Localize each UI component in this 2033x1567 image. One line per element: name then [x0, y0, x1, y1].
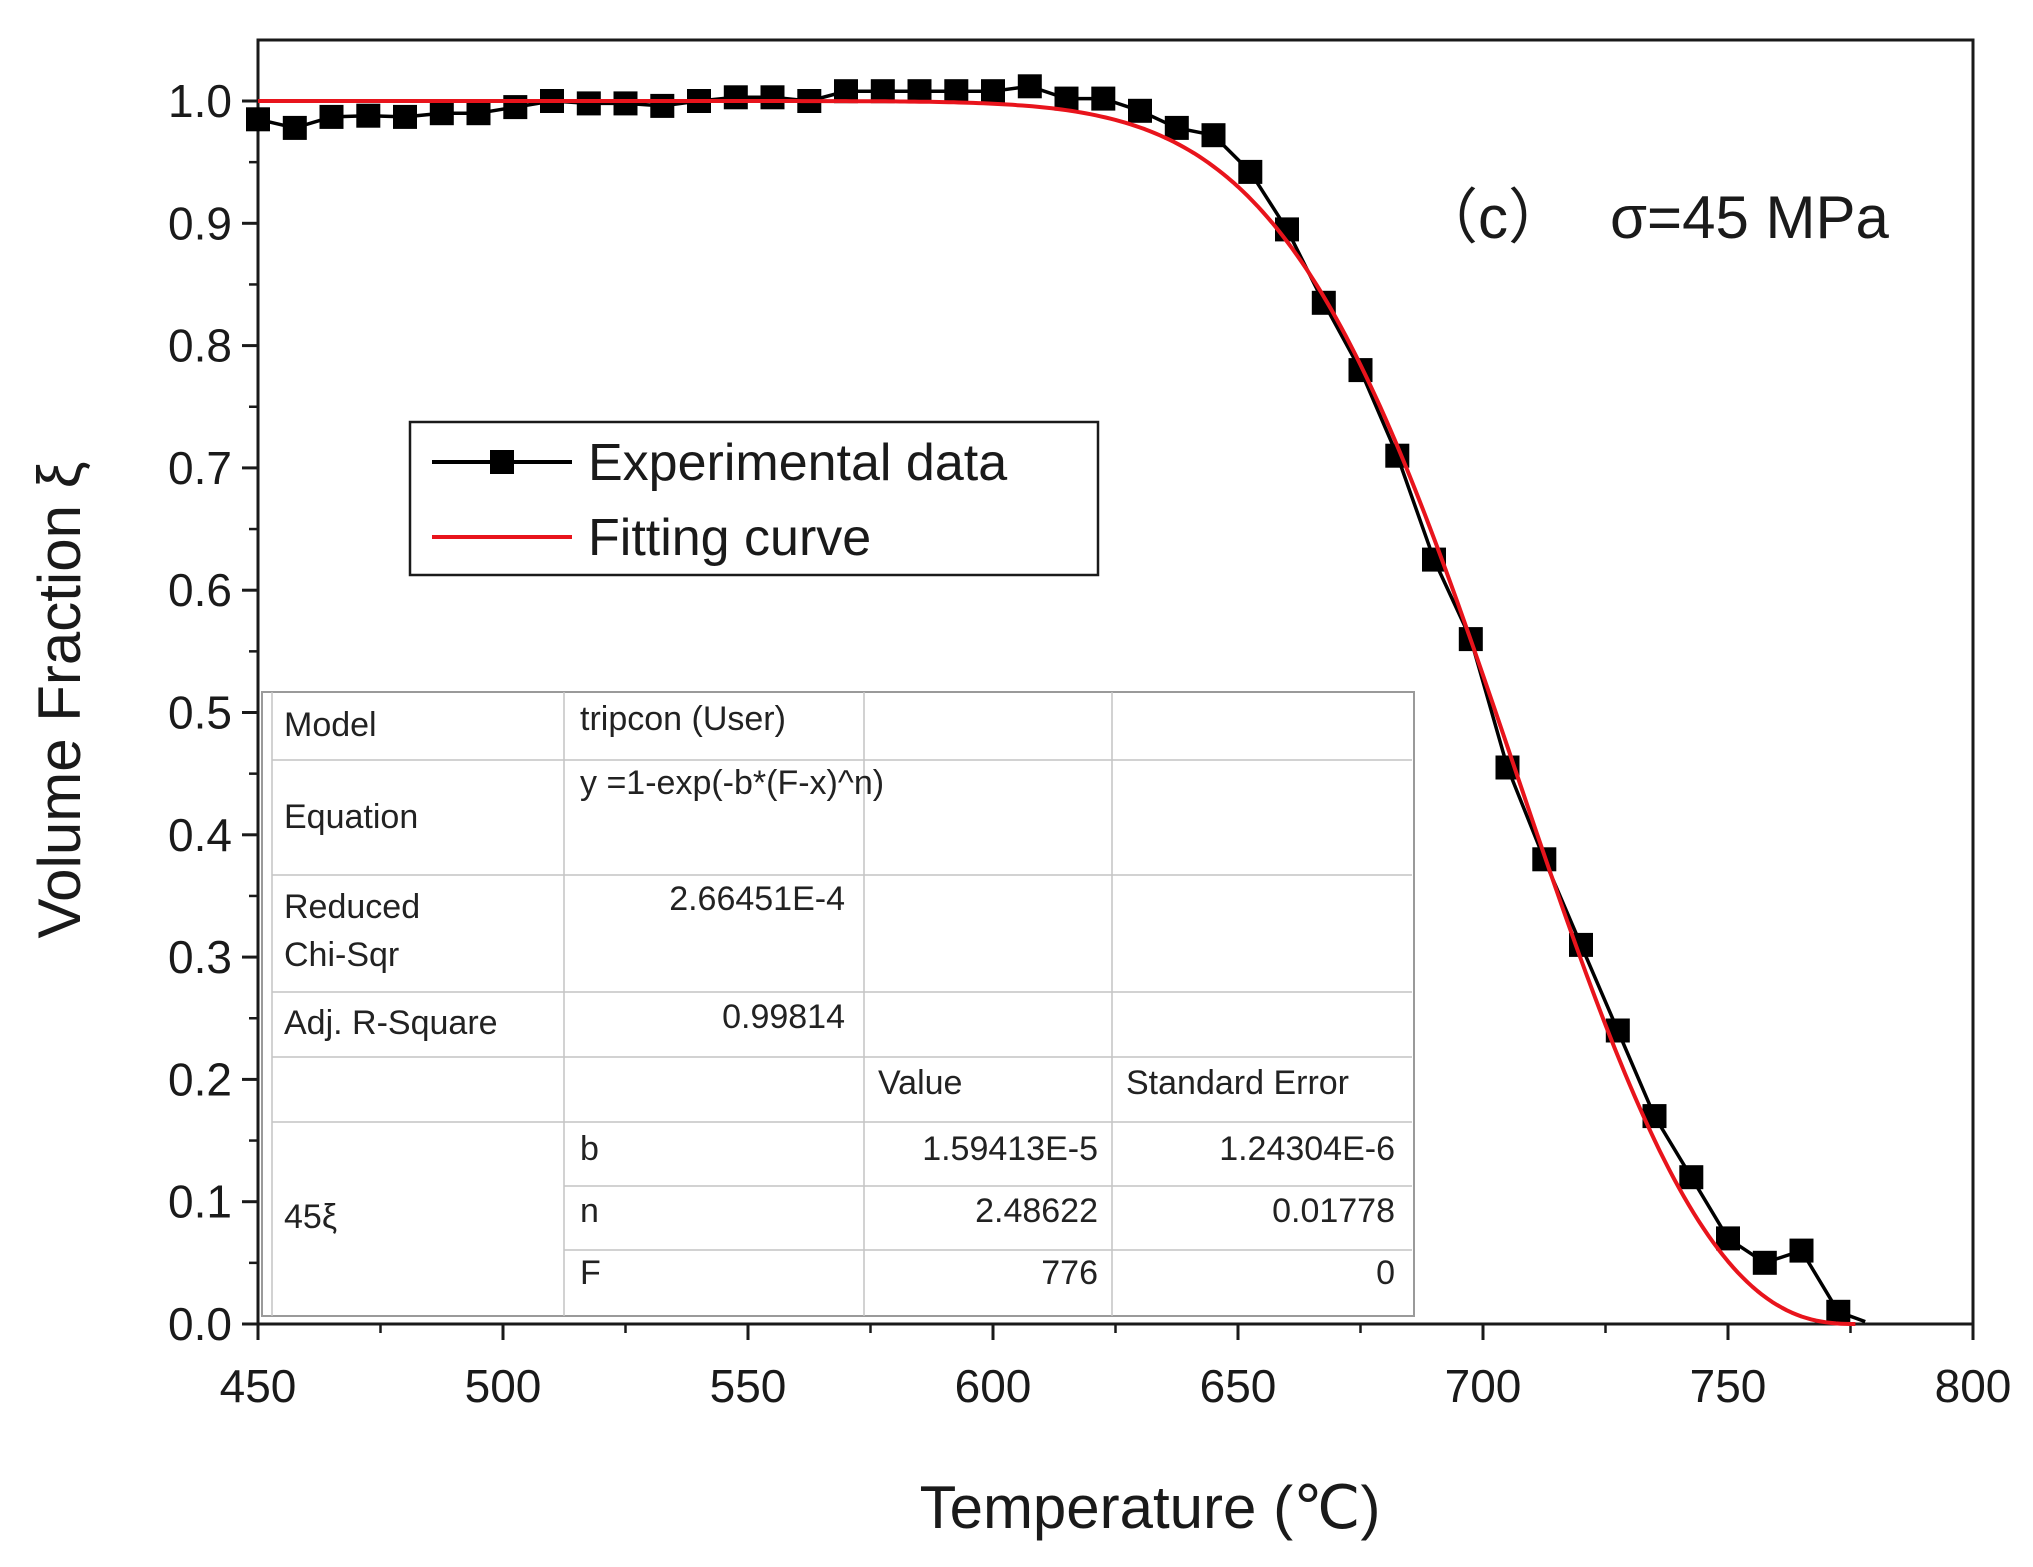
y-tick-label: 0.3 — [168, 931, 232, 983]
experimental-data-point — [723, 85, 748, 110]
y-tick-label: 0.0 — [168, 1298, 232, 1350]
x-tick-label: 800 — [1935, 1360, 2012, 1412]
y-tick-label: 0.2 — [168, 1053, 232, 1105]
fit-table-chisqr-label-line2: Chi-Sqr — [284, 936, 399, 974]
experimental-data-point — [1091, 86, 1116, 111]
fit-param-b-name: b — [580, 1130, 599, 1168]
x-tick-label: 450 — [220, 1360, 297, 1412]
experimental-data-point — [1054, 86, 1079, 111]
fit-table-r2-value: 0.99814 — [722, 998, 845, 1036]
y-tick-label: 0.4 — [168, 809, 232, 861]
experimental-data-point — [1164, 115, 1189, 140]
fit-table-model-label: Model — [284, 706, 377, 744]
legend: Experimental data Fitting curve — [408, 420, 1100, 577]
fit-param-f-value: 776 — [1041, 1254, 1098, 1292]
x-tick-label: 750 — [1690, 1360, 1767, 1412]
fit-param-f-name: F — [580, 1254, 601, 1292]
experimental-data-point — [870, 79, 895, 104]
x-tick-label: 650 — [1200, 1360, 1277, 1412]
fit-table-value-header: Value — [878, 1064, 962, 1102]
y-tick-label: 0.9 — [168, 197, 232, 249]
experimental-data-point — [1017, 74, 1042, 99]
legend-label-experimental: Experimental data — [588, 434, 1007, 492]
fit-table-chisqr-label-line1: Reduced — [284, 888, 420, 926]
series-layer — [246, 74, 1866, 1326]
experimental-data-point — [944, 79, 969, 104]
experimental-data-point — [1752, 1250, 1777, 1275]
legend-swatch-experimental-marker — [490, 450, 514, 474]
experimental-data-point — [429, 101, 454, 126]
experimental-data-point — [1128, 98, 1152, 123]
experimental-data-point — [907, 79, 932, 104]
x-tick-label: 700 — [1445, 1360, 1522, 1412]
experimental-data-point — [576, 91, 601, 116]
experimental-data-point — [760, 85, 785, 110]
fit-table-error-header: Standard Error — [1126, 1064, 1349, 1102]
x-axis-title: Temperature (℃) — [920, 1474, 1381, 1541]
fit-param-b-value: 1.59413E-5 — [922, 1130, 1098, 1168]
fit-table-chisqr-value: 2.66451E-4 — [669, 880, 845, 918]
experimental-data-point — [981, 79, 1005, 104]
x-tick-label: 600 — [955, 1360, 1032, 1412]
stress-label: σ=45 MPa — [1610, 184, 1889, 251]
fit-table-group-label: 45ξ — [284, 1198, 337, 1236]
fit-table-r2-label: Adj. R-Square — [284, 1004, 498, 1042]
y-tick-label: 1.0 — [168, 75, 232, 127]
legend-box — [408, 420, 1100, 577]
experimental-data-point — [282, 115, 307, 140]
experimental-data-point — [246, 107, 270, 132]
fit-table-equation-label: Equation — [284, 798, 418, 836]
experimental-data-point — [393, 104, 417, 129]
x-axis: 450 500 550 600 650 700 750 800 — [220, 1324, 2012, 1412]
fit-param-n-error: 0.01778 — [1272, 1192, 1395, 1230]
experimental-data-point — [1679, 1165, 1704, 1190]
y-tick-label: 0.8 — [168, 320, 232, 372]
y-tick-label: 0.7 — [168, 442, 232, 494]
experimental-data-point — [650, 93, 675, 118]
fit-table-frame — [261, 691, 1415, 1317]
fit-table: Model tripcon (User) Equation y =1-exp(-… — [261, 691, 1415, 1317]
experimental-data-point — [1826, 1299, 1851, 1324]
experimental-data-point — [1716, 1226, 1740, 1251]
y-axis: 0.0 0.1 0.2 0.3 0.4 0.5 0.6 0.7 0.8 0.9 1.0 — [168, 75, 258, 1350]
experimental-data-point — [503, 95, 528, 120]
x-tick-label: 550 — [710, 1360, 787, 1412]
fit-table-chisqr-label: Reduced Chi-Sqr — [284, 888, 430, 974]
fit-table-equation-value: y =1-exp(-b*(F-x)^n) — [580, 764, 884, 802]
legend-label-fitting: Fitting curve — [588, 509, 871, 567]
y-tick-label: 0.5 — [168, 687, 232, 739]
fit-param-n-name: n — [580, 1192, 599, 1230]
fit-param-f-error: 0 — [1376, 1254, 1395, 1292]
y-tick-label: 0.6 — [168, 564, 232, 616]
panel-label: （c） — [1418, 184, 1568, 251]
y-tick-label: 0.1 — [168, 1176, 232, 1228]
fit-param-b-error: 1.24304E-6 — [1219, 1130, 1395, 1168]
experimental-data-point — [1789, 1238, 1814, 1263]
experimental-data-point — [1238, 159, 1263, 184]
x-tick-label: 500 — [465, 1360, 542, 1412]
y-axis-title: Volume Fraction ξ — [26, 461, 93, 938]
experimental-data-point — [1201, 123, 1226, 148]
experimental-data-point — [466, 101, 491, 126]
experimental-data-point — [356, 103, 381, 128]
experimental-data-point — [319, 104, 344, 129]
fit-param-n-value: 2.48622 — [975, 1192, 1098, 1230]
experimental-data-point — [613, 91, 638, 116]
fitting-curve-line — [258, 99, 1856, 1326]
fit-table-model-value: tripcon (User) — [580, 700, 786, 738]
